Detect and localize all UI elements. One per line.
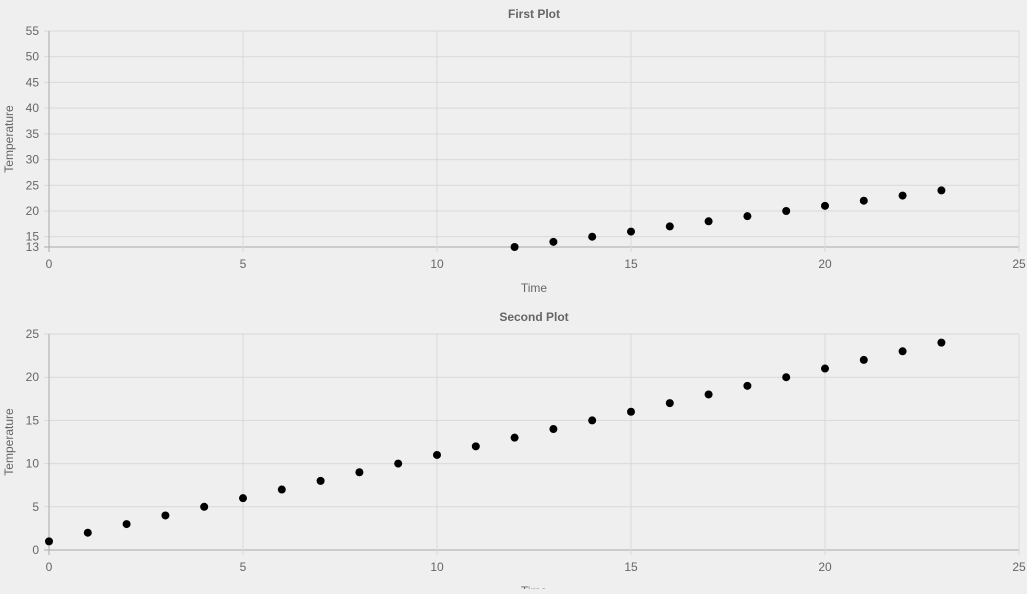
y-axis-title: Temperature [2, 408, 16, 476]
y-tick-label: 25 [26, 178, 40, 192]
data-point[interactable] [743, 212, 752, 221]
data-point[interactable] [316, 476, 325, 485]
data-point[interactable] [898, 191, 907, 200]
data-point[interactable] [510, 433, 519, 442]
data-point[interactable] [277, 485, 286, 494]
y-tick-label: 55 [26, 24, 40, 38]
x-tick-label: 20 [818, 257, 832, 271]
data-point[interactable] [704, 390, 713, 399]
data-point[interactable] [549, 237, 558, 246]
x-tick-label: 5 [240, 560, 247, 574]
data-point[interactable] [859, 196, 868, 205]
chart-title: First Plot [508, 7, 560, 21]
data-point[interactable] [239, 494, 247, 503]
data-point[interactable] [200, 502, 209, 511]
data-point[interactable] [704, 217, 713, 226]
x-axis-title: Time [521, 281, 548, 295]
x-tick-label: 10 [430, 257, 444, 271]
data-point[interactable] [743, 381, 752, 390]
y-tick-label: 50 [26, 50, 40, 64]
data-point[interactable] [588, 232, 597, 241]
data-point[interactable] [45, 537, 53, 546]
data-point[interactable] [433, 450, 441, 459]
data-point[interactable] [665, 222, 674, 231]
y-tick-label: 35 [26, 127, 40, 141]
x-tick-label: 5 [240, 257, 247, 271]
data-point[interactable] [161, 511, 170, 520]
x-tick-label: 15 [624, 560, 638, 574]
x-tick-label: 20 [818, 560, 832, 574]
data-point[interactable] [588, 416, 597, 425]
data-point[interactable] [549, 425, 558, 434]
x-tick-label: 15 [624, 257, 638, 271]
y-tick-label: 13 [26, 240, 40, 254]
data-point[interactable] [394, 459, 403, 468]
data-point[interactable] [937, 338, 946, 347]
data-point[interactable] [355, 468, 364, 477]
data-point[interactable] [471, 442, 480, 451]
x-tick-label: 25 [1012, 560, 1026, 574]
data-point[interactable] [510, 243, 519, 251]
y-tick-label: 0 [32, 543, 39, 557]
second-plot: 0 5 10 15 20 25 0 5 10 15 20 25 Second Plot Time Tempe… [2, 310, 1026, 594]
x-tick-label: 25 [1012, 257, 1026, 271]
x-tick-label: 10 [430, 560, 444, 574]
y-tick-label: 30 [26, 153, 40, 167]
y-tick-label: 20 [26, 370, 40, 384]
data-point[interactable] [898, 347, 907, 356]
y-axis-title: Temperature [2, 105, 16, 173]
y-tick-label: 15 [26, 413, 40, 427]
chart-title: Second Plot [499, 310, 568, 324]
data-point[interactable] [665, 399, 674, 408]
data-point[interactable] [782, 373, 791, 382]
y-tick-label: 20 [26, 204, 40, 218]
y-tick-label: 15 [26, 230, 40, 244]
x-tick-label: 0 [46, 560, 53, 574]
y-tick-label: 40 [26, 101, 40, 115]
data-point[interactable] [83, 528, 92, 537]
x-tick-label: 0 [46, 257, 53, 271]
data-point[interactable] [937, 186, 946, 195]
y-tick-label: 5 [32, 500, 39, 514]
data-point[interactable] [627, 407, 635, 416]
data-point[interactable] [122, 520, 131, 529]
y-tick-label: 45 [26, 75, 40, 89]
x-axis-title: Time [521, 584, 548, 589]
data-point[interactable] [821, 201, 829, 210]
data-point[interactable] [859, 355, 868, 364]
y-tick-label: 25 [26, 327, 40, 341]
data-point[interactable] [821, 364, 829, 373]
y-tick-label: 10 [26, 457, 40, 471]
data-point[interactable] [782, 207, 791, 215]
data-point[interactable] [627, 227, 635, 236]
